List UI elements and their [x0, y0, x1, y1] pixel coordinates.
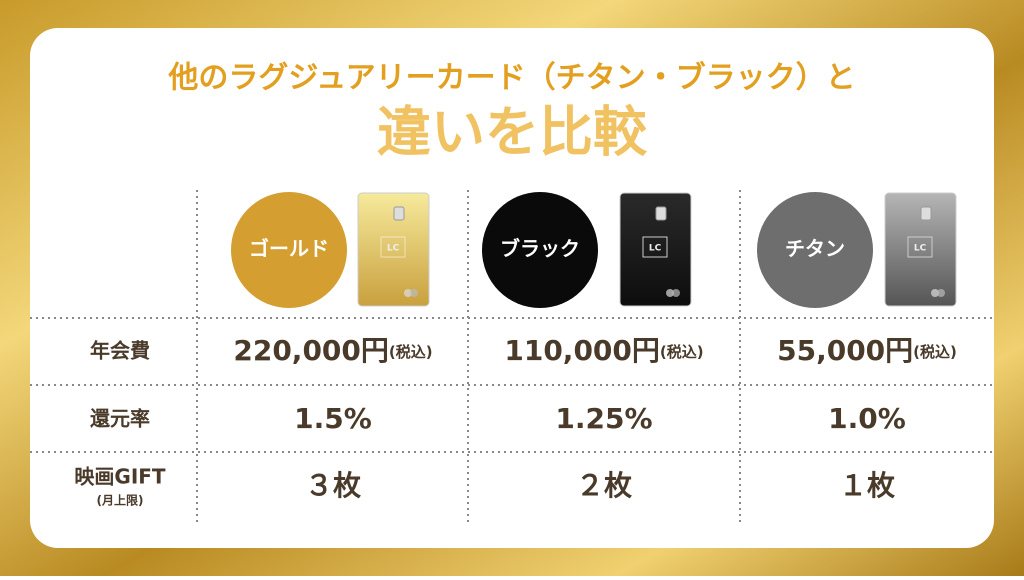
badge-label: ブラック: [500, 237, 580, 261]
cell-text: 1.5%: [294, 402, 372, 435]
cell-text: ３枚: [305, 469, 361, 502]
card-brand: [937, 289, 945, 297]
cell-value: 1.5%: [294, 402, 372, 435]
card-brand: [666, 289, 674, 297]
cell-note: (税込): [913, 343, 957, 361]
row-sublabel: (月上限): [97, 493, 144, 508]
cell-value: ３枚: [305, 469, 361, 502]
cell-note: (税込): [389, 343, 433, 361]
card-chip: [655, 206, 667, 221]
card-brand: [931, 289, 939, 297]
badge: [231, 192, 347, 308]
cell-note: (税込): [660, 343, 704, 361]
card-logo-box: [642, 236, 668, 258]
cell-value: 110,000円: [504, 334, 660, 367]
badge-label: ゴールド: [249, 237, 329, 261]
cell-value: 1.0%: [828, 402, 906, 435]
card-logo: LC: [387, 244, 400, 254]
card-logo: LC: [914, 244, 927, 254]
card-image: [619, 192, 692, 307]
cell-value: 1.25%: [555, 402, 652, 435]
cell-value: 220,000円: [233, 334, 389, 367]
cell-value: １枚: [839, 469, 895, 502]
card-brand: [672, 289, 680, 297]
cell-value: 55,000円: [777, 334, 913, 367]
cell-text: 1.0%: [828, 402, 906, 435]
card-image: [884, 192, 957, 307]
card-logo-box: [380, 236, 406, 258]
cell-text: ２枚: [576, 469, 632, 502]
card-image: [357, 192, 430, 307]
cell-value: ２枚: [576, 469, 632, 502]
cell-text: 55,000円(税込): [777, 334, 957, 367]
cell-text: 110,000円(税込): [504, 334, 703, 367]
card-logo: LC: [649, 244, 662, 254]
row-label: 還元率: [90, 407, 150, 431]
cell-text: 220,000円(税込): [233, 334, 432, 367]
badge: [482, 192, 598, 308]
row-label: 年会費: [90, 339, 150, 363]
card-brand: [404, 289, 412, 297]
badge: [757, 192, 873, 308]
row-label: 映画GIFT: [74, 465, 166, 489]
card-brand: [410, 289, 418, 297]
card-chip: [393, 206, 405, 221]
card-logo-box: [907, 236, 933, 258]
card-chip: [920, 206, 932, 221]
title-line2: 違いを比較: [377, 101, 648, 164]
cell-text: １枚: [839, 469, 895, 502]
badge-label: チタン: [785, 237, 845, 261]
title-line1: 他のラグジュアリーカード（チタン・ブラック）と: [167, 61, 855, 96]
cell-text: 1.25%: [555, 402, 652, 435]
